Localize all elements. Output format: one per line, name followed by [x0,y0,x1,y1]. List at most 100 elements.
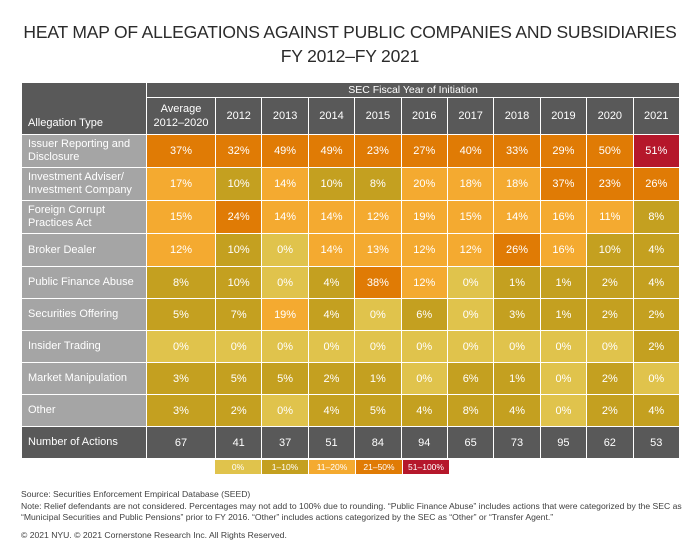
heat-cell: 26% [632,167,681,201]
heat-cell: 0% [400,362,448,395]
total-cell: 53 [632,426,681,459]
footnote: Note: Relief defendants are not consider… [21,500,682,523]
heat-cell: 19% [400,200,448,234]
heat-cell: 16% [539,233,588,267]
table-row: Securities Offering 5% 7% 19% 4% 0% 6% 0% 3% 1% 2%… [21,298,681,331]
heat-cell: 0% [261,330,309,363]
column-header: 2021 [632,97,681,135]
legend-item: 1–10% [262,460,308,474]
legend-item: 0% [215,460,261,474]
heat-cell: 4% [632,266,681,299]
column-header: 2019 [539,97,588,135]
heat-cell: 8% [632,200,681,234]
heat-cell: 0% [586,330,634,363]
heat-cell: 19% [261,298,309,331]
heat-cell: 0% [493,330,541,363]
group-header: SEC Fiscal Year of Initiation [145,82,681,98]
heatmap-table: Allegation Type SEC Fiscal Year of Initi… [21,82,681,459]
heat-cell: 12% [400,266,448,299]
heat-cell: 10% [307,167,356,201]
heat-cell: 0% [146,330,216,363]
column-header: 2017 [446,97,495,135]
total-cell: 62 [586,426,634,459]
column-header: 2013 [261,97,309,135]
heat-cell: 4% [307,394,356,427]
table-row: Foreign Corrupt Practices Act 15% 24% 14% 14… [21,200,681,234]
column-header: 2014 [307,97,356,135]
heat-cell: 20% [400,167,448,201]
row-header-label: Allegation Type [28,117,104,129]
heat-cell: 15% [146,200,216,234]
title-line-2: FY 2012–FY 2021 [280,46,420,66]
heat-cell: 3% [493,298,541,331]
heat-cell: 13% [354,233,402,267]
heat-cell: 0% [539,394,588,427]
title-line-1: HEAT MAP OF ALLEGATIONS AGAINST PUBLIC C… [23,22,677,42]
heat-cell: 2% [632,298,681,331]
total-cell: 84 [354,426,402,459]
table-row: Other 3% 2% 0% 4% 5% 4% 8% 4% 0% 2% 4% [21,394,681,427]
heat-cell: 4% [632,394,681,427]
table-row: Broker Dealer 12% 10% 0% 14% 13% 12% 12% 26% 16% 1… [21,233,681,267]
heat-cell: 3% [146,362,216,395]
heat-cell: 11% [586,200,634,234]
heat-cell: 4% [493,394,541,427]
heat-cell: 23% [586,167,634,201]
heat-cell: 14% [307,200,356,234]
heat-cell: 27% [400,134,448,168]
heat-cell: 0% [400,330,448,363]
heat-cell: 10% [214,167,263,201]
row-label: Foreign Corrupt Practices Act [21,200,147,234]
heat-cell: 14% [261,200,309,234]
row-label: Market Manipulation [21,362,147,395]
table-row: Public Finance Abuse 8% 10% 0% 4% 38% 12% 0% 1% 1… [21,266,681,299]
heat-cell: 0% [261,394,309,427]
total-cell: 73 [493,426,541,459]
heat-cell: 2% [586,266,634,299]
heat-cell: 10% [214,266,263,299]
heat-cell: 17% [146,167,216,201]
heat-cell: 5% [146,298,216,331]
heat-cell: 8% [146,266,216,299]
row-label: Issuer Reporting and Disclosure [21,134,147,168]
heat-cell: 49% [261,134,309,168]
heat-cell: 0% [307,330,356,363]
heat-cell: 0% [539,362,588,395]
heat-cell: 5% [261,362,309,395]
heat-cell: 0% [446,266,495,299]
heat-cell: 0% [214,330,263,363]
heat-cell: 16% [539,200,588,234]
heat-cell: 23% [354,134,402,168]
heat-cell: 2% [632,330,681,363]
heat-cell: 0% [261,233,309,267]
row-label: Investment Adviser/ Investment Company [21,167,147,201]
heat-cell: 12% [146,233,216,267]
legend-item: 51–100% [403,460,449,474]
row-label: Broker Dealer [21,233,147,267]
heat-cell: 6% [400,298,448,331]
heat-cell: 4% [632,233,681,267]
total-cell: 94 [400,426,448,459]
heat-cell: 18% [446,167,495,201]
totals-row: Number of Actions 67 41 37 51 84 94 65 73 95 62 53 [21,426,681,459]
heat-cell: 4% [307,298,356,331]
heat-cell: 5% [214,362,263,395]
heat-cell: 51% [632,134,681,168]
table-row: Investment Adviser/ Investment Company 17… [21,167,681,201]
heat-cell: 7% [214,298,263,331]
heat-cell: 12% [446,233,495,267]
column-header: 2016 [400,97,448,135]
heat-cell: 8% [354,167,402,201]
chart-title: HEAT MAP OF ALLEGATIONS AGAINST PUBLIC C… [0,20,700,68]
heat-cell: 29% [539,134,588,168]
total-cell: 41 [214,426,263,459]
heat-cell: 37% [146,134,216,168]
heat-cell: 12% [354,200,402,234]
heat-cell: 1% [354,362,402,395]
total-cell: 67 [146,426,216,459]
row-label: Public Finance Abuse [21,266,147,299]
heat-cell: 18% [493,167,541,201]
table-row: Insider Trading 0% 0% 0% 0% 0% 0% 0% 0% 0% 0% 2% [21,330,681,363]
heat-cell: 0% [261,266,309,299]
copyright: © 2021 NYU. © 2021 Cornerstone Research … [21,530,287,540]
